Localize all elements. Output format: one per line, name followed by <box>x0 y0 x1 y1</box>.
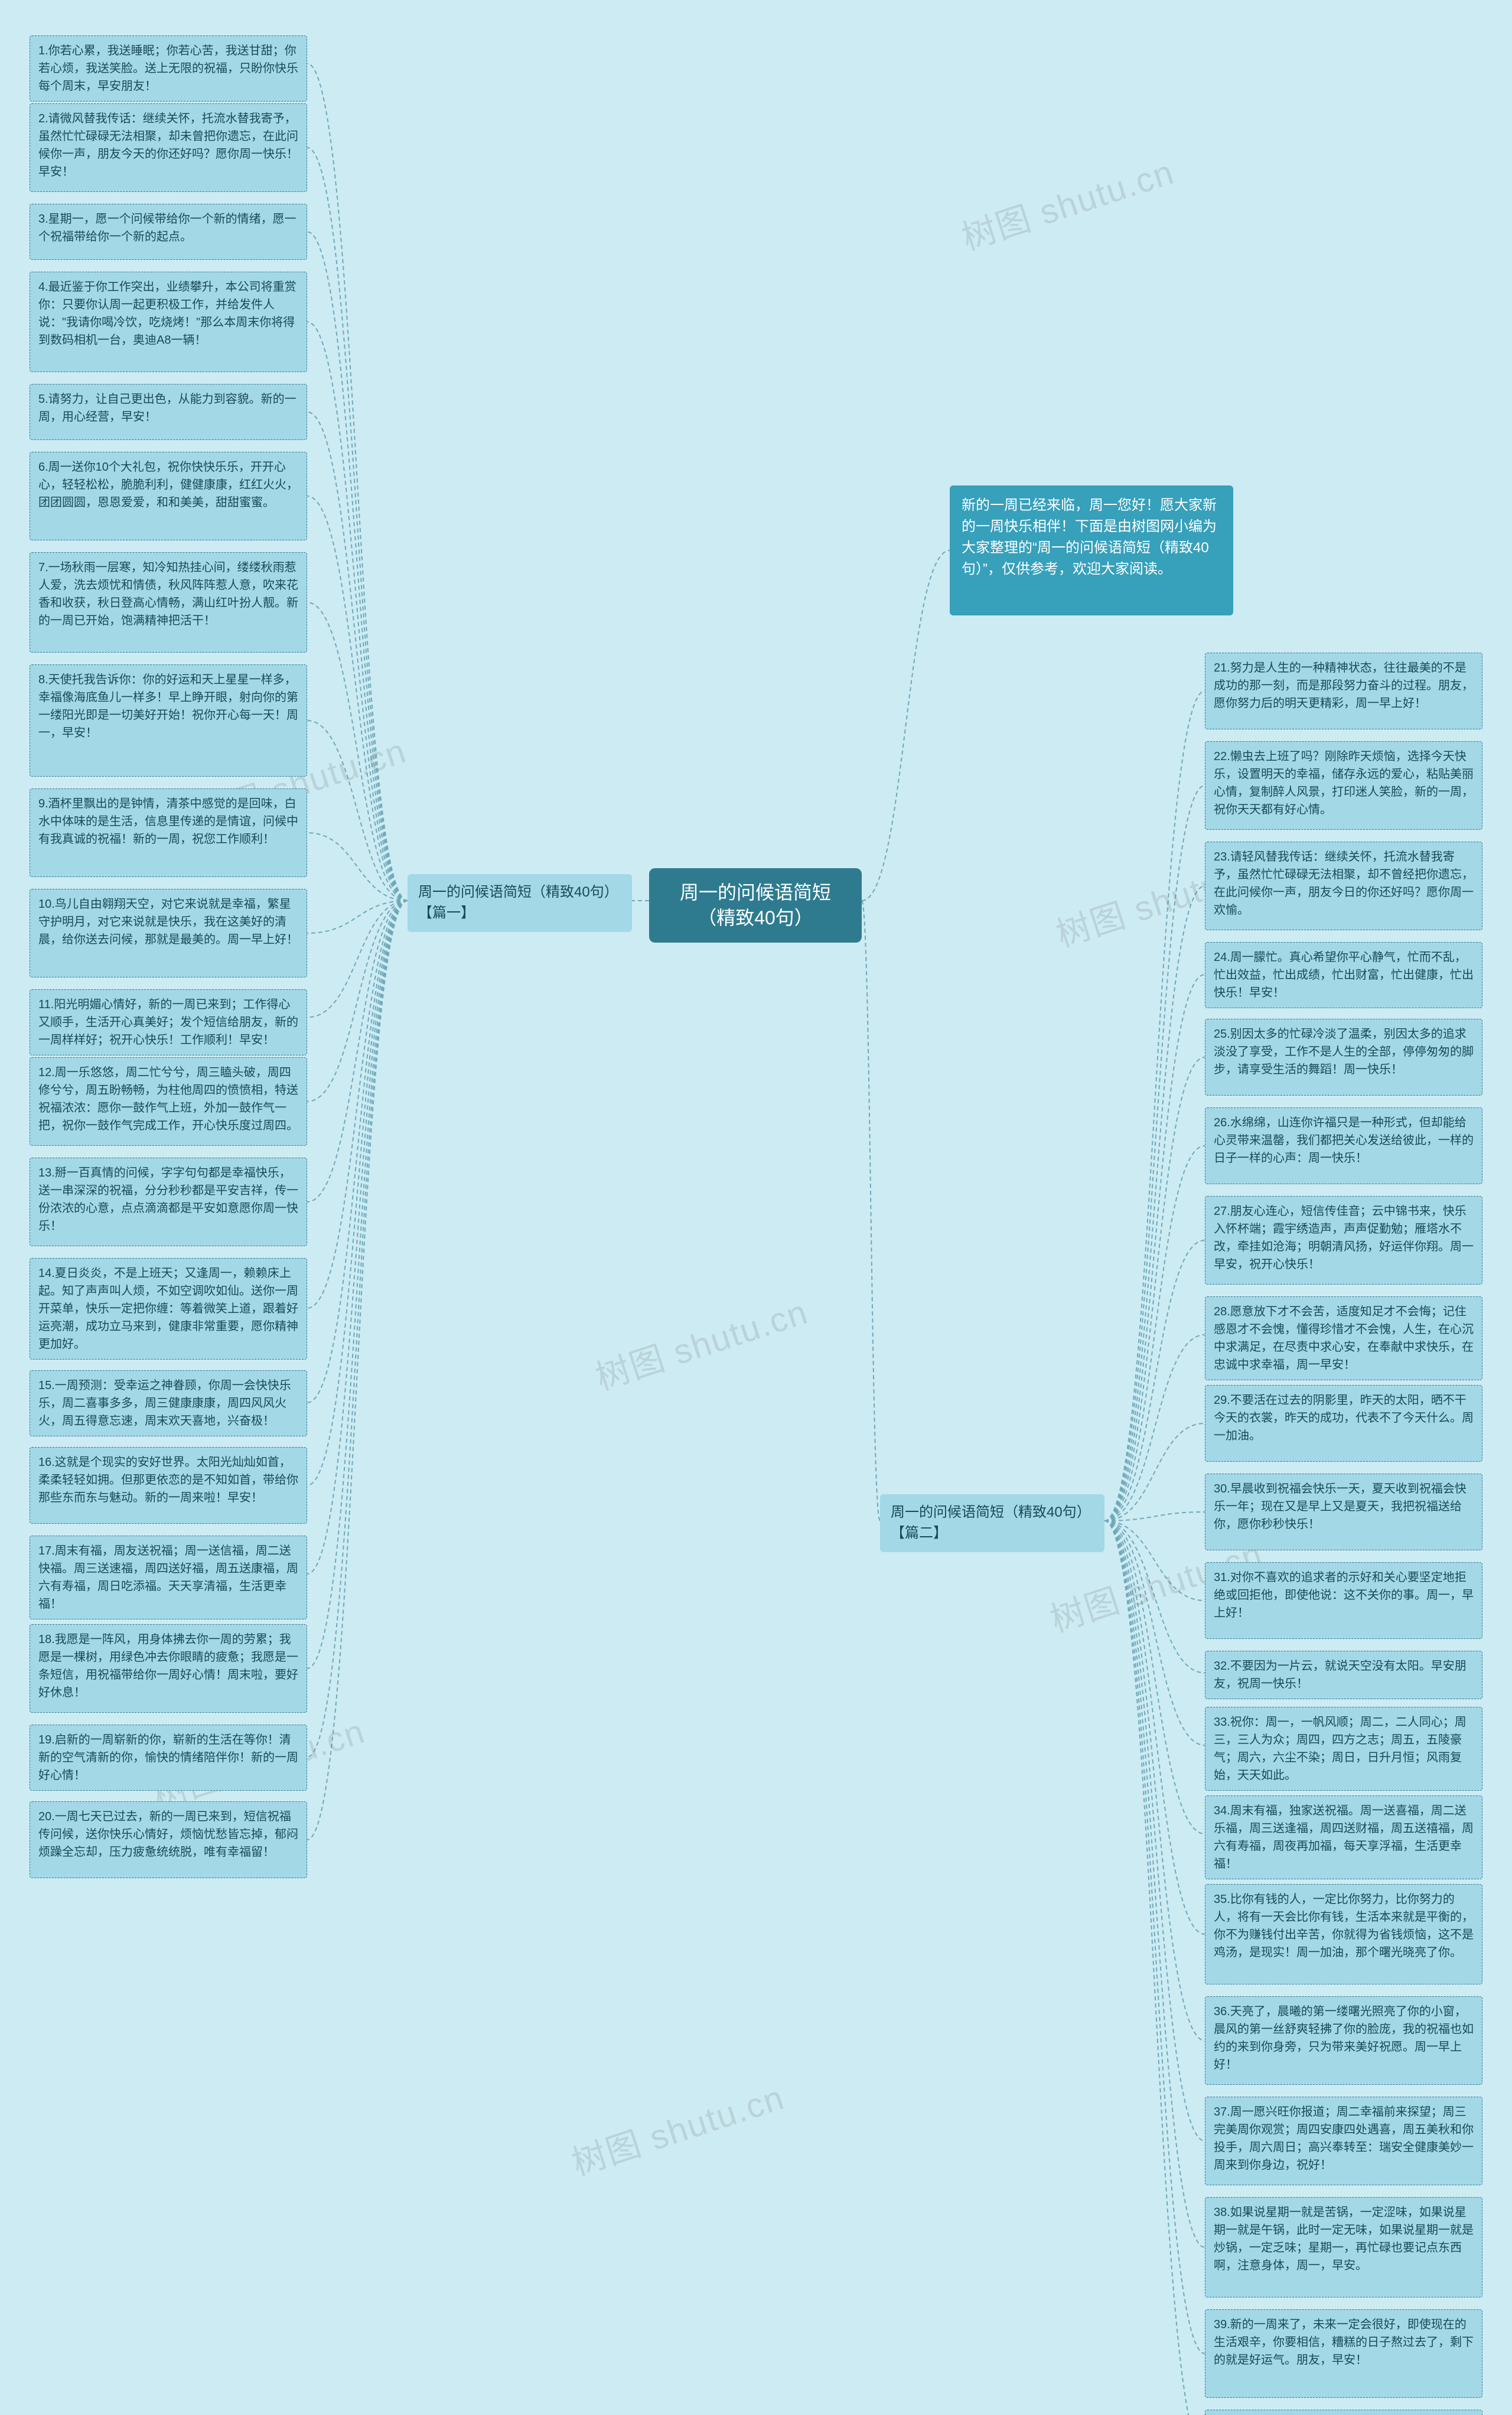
leaf-right-text-39: 39.新的一周来了，未来一定会很好，即使现在的生活艰辛，你要相信，糟糕的日子熬过… <box>1214 2318 1474 2367</box>
leaf-right-text-33: 33.祝你：周一，一帆风顺；周二，二人同心；周三，三人为众；周四，四方之志；周五… <box>1214 1716 1467 1782</box>
branch-2-label: 周一的问候语简短（精致40句）【篇二】 <box>891 1504 1091 1541</box>
leaf-right-34: 34.周末有福，独家送祝福。周一送喜福，周二送乐福，周三送逢福，周四送财福，周五… <box>1205 1795 1482 1879</box>
leaf-right-text-31: 31.对你不喜欢的追求者的示好和关心要坚定地拒绝或回拒他，即使他说：这不关你的事… <box>1214 1571 1474 1619</box>
leaf-right-text-30: 30.早晨收到祝福会快乐一天，夏天收到祝福会快乐一年；现在又是早上又是夏天，我把… <box>1214 1482 1467 1531</box>
leaf-right-text-35: 35.比你有钱的人，一定比你努力，比你努力的人，将有一天会比你有钱，生活本来就是… <box>1214 1893 1474 1959</box>
leaf-left-4: 4.最近鉴于你工作突出，业绩攀升，本公司将重赏你：只要你认周一起更积极工作，并给… <box>30 272 307 372</box>
leaf-right-29: 29.不要活在过去的阴影里，昨天的太阳，晒不干今天的衣裳，昨天的成功，代表不了今… <box>1205 1385 1482 1462</box>
leaf-left-text-12: 12.周一乐悠悠，周二忙兮兮，周三瞌头破，周四修兮兮，周五盼畅畅，为柱他周四的愤… <box>38 1066 298 1132</box>
leaf-left-16: 16.这就是个现实的安好世界。太阳光灿灿如首，柔柔轻轻如拥。但那更依恋的是不知如… <box>30 1447 307 1524</box>
leaf-right-text-38: 38.如果说星期一就是苦锅，一定涩味，如果说星期一就是午锅，此时一定无味，如果说… <box>1214 2206 1474 2272</box>
leaf-left-text-8: 8.天使托我告诉你：你的好运和天上星星一样多，幸福像海底鱼儿一样多！早上睁开眼，… <box>38 673 298 739</box>
root-title: 周一的问候语简短（精致40句） <box>680 882 831 928</box>
leaf-left-11: 11.阳光明媚心情好，新的一周已来到；工作得心又顺手，生活开心真美好；发个短信给… <box>30 989 307 1055</box>
leaf-right-text-34: 34.周末有福，独家送祝福。周一送喜福，周二送乐福，周三送逢福，周四送财福，周五… <box>1214 1804 1474 1870</box>
leaf-left-7: 7.一场秋雨一层寒，知冷知热挂心间，缕缕秋雨惹人爱，洗去烦忧和情债，秋风阵阵惹人… <box>30 552 307 653</box>
branch-1: 周一的问候语简短（精致40句）【篇一】 <box>408 874 632 932</box>
leaf-right-30: 30.早晨收到祝福会快乐一天，夏天收到祝福会快乐一年；现在又是早上又是夏天，我把… <box>1205 1474 1482 1550</box>
leaf-right-text-24: 24.周一朦忙。真心希望你平心静气，忙而不乱，忙出效益，忙出成绩，忙出财富，忙出… <box>1214 951 1474 999</box>
leaf-right-27: 27.朋友心连心，短信传佳音；云中锦书来，快乐入怀杯端；霞宇绣造声，声声促勤勉；… <box>1205 1196 1482 1285</box>
leaf-right-text-23: 23.请轻风替我传话：继续关怀，托流水替我寄予，虽然忙忙碌碌无法相聚，却不曾经把… <box>1214 850 1474 917</box>
leaf-left-text-17: 17.周末有福，周友送祝福；周一送信福，周二送快福。周三送速福，周四送好福，周五… <box>38 1544 298 1611</box>
intro-text: 新的一周已经来临，周一您好！愿大家新的一周快乐相伴！下面是由树图网小编为大家整理… <box>962 497 1217 577</box>
leaf-right-text-25: 25.别因太多的忙碌冷淡了温柔，别因太多的追求淡没了享受，工作不是人生的全部，停… <box>1214 1028 1474 1076</box>
leaf-left-6: 6.周一送你10个大礼包，祝你快快乐乐，开开心心，轻轻松松，脆脆利利，健健康康，… <box>30 452 307 540</box>
watermark: 树图 shutu.cn <box>954 144 1179 259</box>
leaf-right-39: 39.新的一周来了，未来一定会很好，即使现在的生活艰辛，你要相信，糟糕的日子熬过… <box>1205 2309 1482 2398</box>
leaf-right-text-27: 27.朋友心连心，短信传佳音；云中锦书来，快乐入怀杯端；霞宇绣造声，声声促勤勉；… <box>1214 1205 1474 1271</box>
root-node: 周一的问候语简短（精致40句） <box>649 868 862 943</box>
leaf-left-text-15: 15.一周预测：受幸运之神眷顾，你周一会快快乐乐，周二喜事多多，周三健康康康，周… <box>38 1379 291 1428</box>
leaf-right-text-32: 32.不要因为一片云，就说天空没有太阳。早安朋友，祝周一快乐！ <box>1214 1660 1467 1690</box>
leaf-left-20: 20.一周七天已过去，新的一周已来到，短信祝福传问候，送你快乐心情好，烦恼忧愁皆… <box>30 1801 307 1878</box>
leaf-left-text-19: 19.启新的一周崭新的你，崭新的生活在等你！清新的空气清新的你，愉快的情绪陪伴你… <box>38 1733 298 1782</box>
leaf-left-15: 15.一周预测：受幸运之神眷顾，你周一会快快乐乐，周二喜事多多，周三健康康康，周… <box>30 1370 307 1436</box>
leaf-left-text-2: 2.请微风替我传话：继续关怀，托流水替我寄予，虽然忙忙碌碌无法相聚，却未曾把你遗… <box>38 112 298 178</box>
leaf-right-38: 38.如果说星期一就是苦锅，一定涩味，如果说星期一就是午锅，此时一定无味，如果说… <box>1205 2197 1482 2297</box>
leaf-left-13: 13.掰一百真情的问候，字字句句都是幸福快乐，送一串深深的祝福，分分秒秒都是平安… <box>30 1158 307 1246</box>
leaf-left-text-9: 9.酒杯里飘出的是钟情，清茶中感觉的是回味，白水中体味的是生活，信息里传递的是情… <box>38 797 298 846</box>
leaf-left-14: 14.夏日炎炎，不是上班天；又逢周一，赖赖床上起。知了声声叫人烦，不如空调吹如仙… <box>30 1258 307 1360</box>
watermark: 树图 shutu.cn <box>588 1284 813 1399</box>
leaf-right-text-29: 29.不要活在过去的阴影里，昨天的太阳，晒不干今天的衣裳，昨天的成功，代表不了今… <box>1214 1394 1474 1442</box>
watermark: 树图 shutu.cn <box>565 2069 790 2185</box>
leaf-left-18: 18.我愿是一阵风，用身体拂去你一周的劳累；我愿是一棵树，用绿色冲去你眼睛的疲惫… <box>30 1624 307 1713</box>
leaf-left-19: 19.启新的一周崭新的你，崭新的生活在等你！清新的空气清新的你，愉快的情绪陪伴你… <box>30 1725 307 1791</box>
leaf-right-22: 22.懒虫去上班了吗？刚除昨天烦恼，选择今天快乐，设置明天的幸福，储存永远的爱心… <box>1205 741 1482 830</box>
leaf-left-2: 2.请微风替我传话：继续关怀，托流水替我寄予，虽然忙忙碌碌无法相聚，却未曾把你遗… <box>30 103 307 192</box>
leaf-left-text-14: 14.夏日炎炎，不是上班天；又逢周一，赖赖床上起。知了声声叫人烦，不如空调吹如仙… <box>38 1267 298 1351</box>
branch-1-label: 周一的问候语简短（精致40句）【篇一】 <box>418 884 618 921</box>
leaf-left-17: 17.周末有福，周友送祝福；周一送信福，周二送快福。周三送速福，周四送好福，周五… <box>30 1536 307 1619</box>
leaf-right-28: 28.愿意放下才不会苦，适度知足才不会悔；记住感恩才不会愧，懂得珍惜才不会愧，人… <box>1205 1296 1482 1380</box>
leaf-right-26: 26.水绵绵，山连你许福只是一种形式，但却能给心灵带来温罄，我们都把关心发送给彼… <box>1205 1107 1482 1184</box>
leaf-right-31: 31.对你不喜欢的追求者的示好和关心要坚定地拒绝或回拒他，即使他说：这不关你的事… <box>1205 1562 1482 1639</box>
leaf-left-text-1: 1.你若心累，我送睡眠；你若心苦，我送甘甜；你若心烦，我送笑脸。送上无限的祝福，… <box>38 44 298 93</box>
leaf-right-37: 37.周一愿兴旺你报道；周二幸福前来探望；周三完美周你观赏；周四安康四处遇喜，周… <box>1205 2097 1482 2185</box>
leaf-left-3: 3.星期一，愿一个问候带给你一个新的情绪，愿一个祝福带给你一个新的起点。 <box>30 204 307 260</box>
leaf-left-text-6: 6.周一送你10个大礼包，祝你快快乐乐，开开心心，轻轻松松，脆脆利利，健健康康，… <box>38 461 298 509</box>
leaf-right-text-37: 37.周一愿兴旺你报道；周二幸福前来探望；周三完美周你观赏；周四安康四处遇喜，周… <box>1214 2106 1474 2172</box>
leaf-left-text-13: 13.掰一百真情的问候，字字句句都是幸福快乐，送一串深深的祝福，分分秒秒都是平安… <box>38 1166 298 1233</box>
leaf-left-1: 1.你若心累，我送睡眠；你若心苦，我送甘甜；你若心烦，我送笑脸。送上无限的祝福，… <box>30 35 307 102</box>
leaf-left-text-7: 7.一场秋雨一层寒，知冷知热挂心间，缕缕秋雨惹人爱，洗去烦忧和情债，秋风阵阵惹人… <box>38 561 298 627</box>
leaf-left-text-18: 18.我愿是一阵风，用身体拂去你一周的劳累；我愿是一棵树，用绿色冲去你眼睛的疲惫… <box>38 1633 298 1699</box>
leaf-right-text-28: 28.愿意放下才不会苦，适度知足才不会悔；记住感恩才不会愧，懂得珍惜才不会愧，人… <box>1214 1305 1474 1371</box>
leaf-right-text-21: 21.努力是人生的一种精神状态，往往最美的不是成功的那一刻，而是那段努力奋斗的过… <box>1214 661 1474 710</box>
leaf-right-35: 35.比你有钱的人，一定比你努力，比你努力的人，将有一天会比你有钱，生活本来就是… <box>1205 1884 1482 1984</box>
leaf-right-text-36: 36.天亮了，晨曦的第一缕曙光照亮了你的小窗，晨风的第一丝舒爽轻拂了你的脸庞，我… <box>1214 2005 1474 2071</box>
leaf-right-36: 36.天亮了，晨曦的第一缕曙光照亮了你的小窗，晨风的第一丝舒爽轻拂了你的脸庞，我… <box>1205 1996 1482 2085</box>
leaf-right-32: 32.不要因为一片云，就说天空没有太阳。早安朋友，祝周一快乐！ <box>1205 1651 1482 1699</box>
leaf-right-21: 21.努力是人生的一种精神状态，往往最美的不是成功的那一刻，而是那段努力奋斗的过… <box>1205 653 1482 729</box>
leaf-left-text-5: 5.请努力，让自己更出色，从能力到容貌。新的一周，用心经营，早安！ <box>38 393 296 423</box>
leaf-left-12: 12.周一乐悠悠，周二忙兮兮，周三瞌头破，周四修兮兮，周五盼畅畅，为柱他周四的愤… <box>30 1057 307 1146</box>
leaf-right-23: 23.请轻风替我传话：继续关怀，托流水替我寄予，虽然忙忙碌碌无法相聚，却不曾经把… <box>1205 842 1482 930</box>
leaf-right-text-26: 26.水绵绵，山连你许福只是一种形式，但却能给心灵带来温罄，我们都把关心发送给彼… <box>1214 1116 1474 1165</box>
leaf-left-text-4: 4.最近鉴于你工作突出，业绩攀升，本公司将重赏你：只要你认周一起更积极工作，并给… <box>38 281 296 347</box>
leaf-left-9: 9.酒杯里飘出的是钟情，清茶中感觉的是回味，白水中体味的是生活，信息里传递的是情… <box>30 788 307 877</box>
leaf-right-40: 40.让烦恼像秋叶一样凋落，让快乐像春风一样吹来，让幸福像花朵一样绽放，让美丽生… <box>1205 2410 1482 2415</box>
leaf-left-text-11: 11.阳光明媚心情好，新的一周已来到；工作得心又顺手，生活开心真美好；发个短信给… <box>38 998 298 1047</box>
leaf-left-10: 10.鸟儿自由翱翔天空，对它来说就是幸福，繁星守护明月，对它来说就是快乐，我在这… <box>30 889 307 977</box>
leaf-left-5: 5.请努力，让自己更出色，从能力到容貌。新的一周，用心经营，早安！ <box>30 384 307 440</box>
leaf-left-text-16: 16.这就是个现实的安好世界。太阳光灿灿如首，柔柔轻轻如拥。但那更依恋的是不知如… <box>38 1456 298 1504</box>
leaf-left-text-20: 20.一周七天已过去，新的一周已来到，短信祝福传问候，送你快乐心情好，烦恼忧愁皆… <box>38 1810 298 1859</box>
leaf-left-text-10: 10.鸟儿自由翱翔天空，对它来说就是幸福，繁星守护明月，对它来说就是快乐，我在这… <box>38 898 298 946</box>
leaf-right-33: 33.祝你：周一，一帆风顺；周二，二人同心；周三，三人为众；周四，四方之志；周五… <box>1205 1707 1482 1791</box>
branch-2: 周一的问候语简短（精致40句）【篇二】 <box>880 1494 1104 1552</box>
leaf-right-25: 25.别因太多的忙碌冷淡了温柔，别因太多的追求淡没了享受，工作不是人生的全部，停… <box>1205 1019 1482 1096</box>
leaf-left-8: 8.天使托我告诉你：你的好运和天上星星一样多，幸福像海底鱼儿一样多！早上睁开眼，… <box>30 664 307 777</box>
intro-node: 新的一周已经来临，周一您好！愿大家新的一周快乐相伴！下面是由树图网小编为大家整理… <box>950 485 1233 615</box>
leaf-left-text-3: 3.星期一，愿一个问候带给你一个新的情绪，愿一个祝福带给你一个新的起点。 <box>38 213 296 243</box>
leaf-right-24: 24.周一朦忙。真心希望你平心静气，忙而不乱，忙出效益，忙出成绩，忙出财富，忙出… <box>1205 942 1482 1008</box>
leaf-right-text-22: 22.懒虫去上班了吗？刚除昨天烦恼，选择今天快乐，设置明天的幸福，储存永远的爱心… <box>1214 750 1474 816</box>
